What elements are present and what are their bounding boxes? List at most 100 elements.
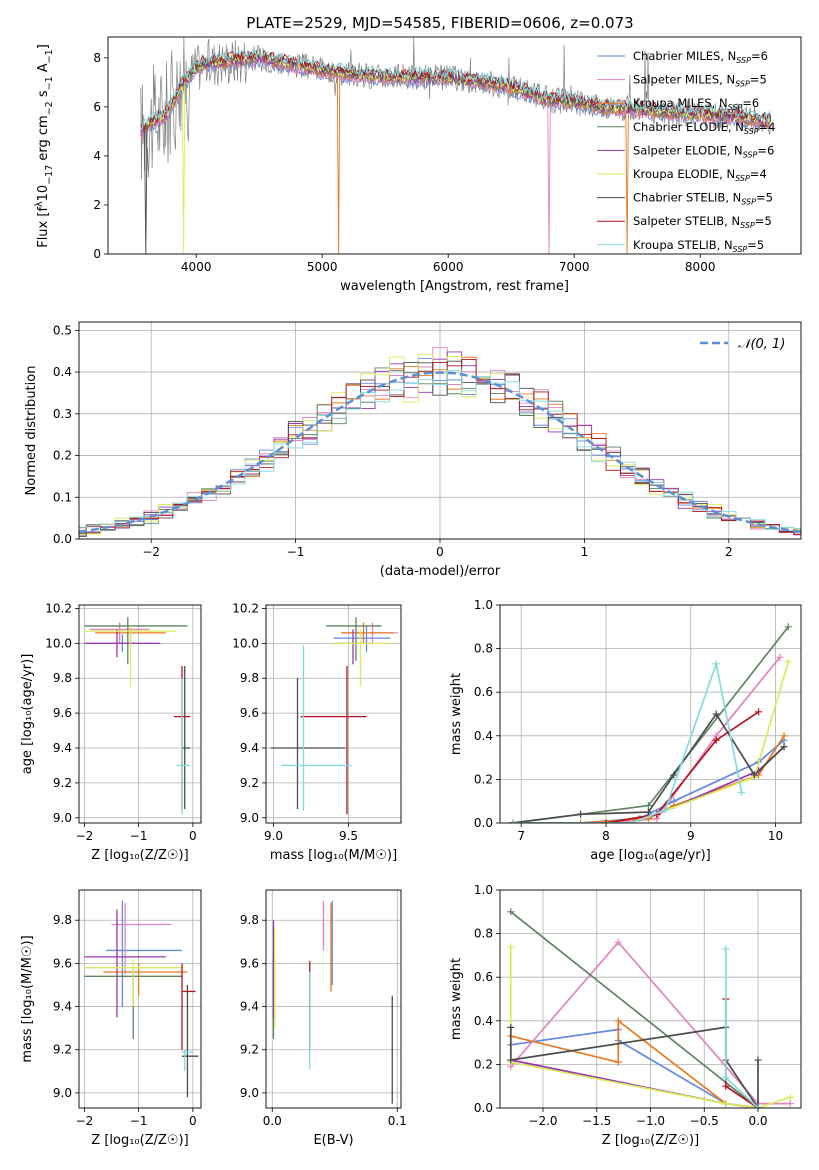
x-tick-label: 0 xyxy=(189,829,197,843)
legend-name: Kroupa MILES xyxy=(633,96,712,110)
legend-n-label: N xyxy=(735,120,744,134)
y-tick-label: 9.8 xyxy=(240,913,259,927)
gridlines xyxy=(266,890,401,1108)
x-tick-label: −1 xyxy=(287,545,305,559)
legend-eq: = xyxy=(755,214,765,228)
y-tick-label: 0.4 xyxy=(474,1014,493,1028)
legend-comma: , xyxy=(720,49,727,63)
series-salpeter-stelib xyxy=(722,995,762,1108)
legend-n-label: N xyxy=(726,167,735,181)
panel-residuals: −2 −1 0 1 2 0.0 0.1 0.2 0.3 0.4 0.5 (data-model)/er… xyxy=(24,321,802,579)
y-label-part: s xyxy=(36,90,51,101)
x-axis-label: Z [log₁₀(Z/Z☉)] xyxy=(602,1133,699,1148)
series-chabrier-elodie xyxy=(509,623,792,823)
x-tick-label: 9.5 xyxy=(339,829,358,843)
data-point xyxy=(614,938,622,946)
y-tick-label: 9.2 xyxy=(240,776,259,790)
legend-n: 5 xyxy=(766,191,773,205)
legend-n-label: N xyxy=(719,96,728,110)
legend-n-sub: SSP xyxy=(741,198,756,207)
legend-gaussian-label: 𝒩(0, 1) xyxy=(738,337,785,352)
series-line xyxy=(512,656,781,823)
y-tick-label: 9.6 xyxy=(53,956,72,970)
panel-mass-vs-Z: −2 −1 0 9.0 9.2 9.4 9.6 9.8 Z [log₁₀(Z/Z☉)] mass … xyxy=(20,889,202,1148)
axes-frame xyxy=(78,604,202,824)
legend-n-label: N xyxy=(733,191,742,205)
x-tick-label: 7 xyxy=(517,829,525,843)
data-point xyxy=(784,658,792,666)
y-tick-label: 1.0 xyxy=(474,598,493,612)
legend-n: 5 xyxy=(757,238,764,252)
y-tick-label: 9.6 xyxy=(240,706,259,720)
plot-area xyxy=(84,617,191,815)
legend-comma: , xyxy=(727,143,734,157)
errorbar-chabrier-miles xyxy=(106,900,183,1007)
y-axis-label: mass weight xyxy=(449,958,464,1040)
data-point xyxy=(644,802,652,810)
x-tick-label: −1 xyxy=(130,829,148,843)
legend-entry: Chabrier ELODIE, NSSP=4 xyxy=(633,120,775,136)
legend-n-sub: SSP xyxy=(740,221,755,230)
y-axis-label: mass weight xyxy=(449,673,464,755)
data-point xyxy=(507,943,515,951)
data-point xyxy=(509,819,517,823)
y-tick-label: 4 xyxy=(93,149,101,163)
y-axis-label: Flux [fλ10−17 erg cm−2 s−1 A−1] xyxy=(34,44,55,248)
legend-entry: Salpeter ELODIE, NSSP=6 xyxy=(633,143,774,159)
legend-entry: Chabrier STELIB, NSSP=5 xyxy=(633,191,773,207)
y-tick-label: 9.4 xyxy=(240,1000,259,1014)
x-tick-label: 0.1 xyxy=(388,1114,407,1128)
legend-comma: , xyxy=(719,73,726,87)
x-tick-label: 8 xyxy=(602,829,610,843)
data-point xyxy=(627,819,635,823)
y-axis-label: age [log₁₀(age/yr)] xyxy=(20,654,35,775)
y-tick-label: 8 xyxy=(93,51,101,65)
legend-comma: , xyxy=(725,191,732,205)
x-tick-label: 0.0 xyxy=(748,1114,767,1128)
y-tick-label: 0.2 xyxy=(474,772,493,786)
y-label-part: −1 xyxy=(44,76,55,90)
data-point xyxy=(661,806,669,814)
legend-n-sub: SSP xyxy=(743,150,758,159)
y-tick-label: 9.8 xyxy=(53,913,72,927)
plot-area xyxy=(509,623,792,823)
y-tick-label: 9.6 xyxy=(53,706,72,720)
y-tick-label: 0.0 xyxy=(474,1101,493,1115)
legend-comma: , xyxy=(712,96,719,110)
legend-name: Salpeter MILES xyxy=(633,73,719,87)
y-tick-label: 0.4 xyxy=(474,729,493,743)
legend-comma: , xyxy=(719,167,726,181)
y-tick-label: 0.1 xyxy=(53,490,72,504)
y-tick-label: 2 xyxy=(93,198,101,212)
y-tick-label: 0.0 xyxy=(53,532,72,546)
gridlines xyxy=(79,605,201,823)
errorbar-kroupa-elodie xyxy=(84,625,177,687)
axes-frame xyxy=(107,36,802,255)
y-tick-label: 9.0 xyxy=(240,811,259,825)
y-tick-label: 9.4 xyxy=(53,1000,72,1014)
x-tick-label: 1 xyxy=(581,545,589,559)
legend-n-sub: SSP xyxy=(744,127,759,136)
legend-name: Chabrier ELODIE xyxy=(633,120,728,134)
series-line xyxy=(512,626,789,823)
data-point xyxy=(712,736,720,744)
legend-name: Kroupa STELIB xyxy=(633,238,717,252)
x-tick-label: −2 xyxy=(76,829,94,843)
gridlines xyxy=(500,889,801,1109)
x-axis-label: Z [log₁₀(Z/Z☉)] xyxy=(91,848,188,863)
legend-n-label: N xyxy=(734,143,743,157)
data-point xyxy=(712,710,720,718)
y-label-part: λ xyxy=(34,201,45,207)
legend-n: 5 xyxy=(759,73,766,87)
legend-eq: = xyxy=(747,238,757,252)
errorbar-salpeter-stelib xyxy=(300,666,367,815)
panel-age-vs-Z: −2 −1 0 9.0 9.2 9.4 9.6 9.8 10.0 10.2 Z [log₁₀(Z/Z… xyxy=(20,601,202,863)
series-kroupa-stelib xyxy=(509,660,746,823)
legend-entry: Salpeter STELIB, NSSP=5 xyxy=(633,214,772,230)
data-point xyxy=(780,743,788,751)
errorbar-kroupa-stelib xyxy=(281,645,352,811)
legend-n: 4 xyxy=(768,120,775,134)
x-axis-label: wavelength [Angstrom, rest frame] xyxy=(340,279,569,294)
axes-frame xyxy=(499,604,802,824)
